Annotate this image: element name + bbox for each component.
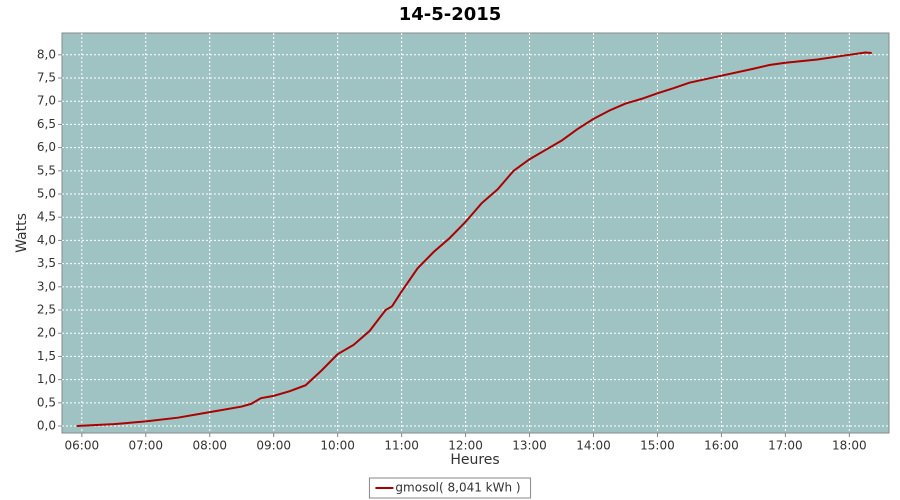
- x-axis-label: Heures: [450, 452, 499, 468]
- y-tick-label: 4,5: [37, 210, 56, 224]
- x-tick-label: 18:00: [832, 439, 867, 453]
- legend: gmosol( 8,041 kWh ): [368, 477, 532, 499]
- y-tick-label: 3,0: [37, 279, 56, 293]
- data-line: [76, 51, 872, 428]
- y-tick-label: 2,0: [37, 326, 56, 340]
- legend-label: gmosol( 8,041 kWh ): [395, 481, 520, 495]
- x-tick-label: 12:00: [448, 439, 483, 453]
- x-tick-label: 08:00: [192, 439, 227, 453]
- y-tick-label: 8,0: [37, 47, 56, 61]
- y-tick-label: 3,5: [37, 256, 56, 270]
- y-tick-label: 1,0: [37, 372, 56, 386]
- x-tick-label: 10:00: [320, 439, 355, 453]
- x-tick-label: 17:00: [768, 439, 803, 453]
- y-axis-label: Watts: [14, 213, 30, 253]
- x-tick-label: 09:00: [256, 439, 291, 453]
- x-tick-label: 15:00: [640, 439, 675, 453]
- x-tick-label: 07:00: [128, 439, 163, 453]
- y-tick-label: 6,5: [37, 117, 56, 131]
- y-tick-label: 1,5: [37, 349, 56, 363]
- y-tick-label: 5,0: [37, 187, 56, 201]
- y-tick-label: 4,0: [37, 233, 56, 247]
- y-tick-label: 5,5: [37, 163, 56, 177]
- x-tick-label: 16:00: [704, 439, 739, 453]
- y-tick-label: 2,5: [37, 303, 56, 317]
- x-tick-label: 11:00: [384, 439, 419, 453]
- x-tick-label: 06:00: [65, 439, 100, 453]
- y-tick-label: 7,5: [37, 71, 56, 85]
- y-tick-label: 6,0: [37, 140, 56, 154]
- legend-box: [368, 477, 532, 499]
- x-tick-label: 14:00: [576, 439, 611, 453]
- y-tick-label: 0,5: [37, 395, 56, 409]
- y-tick-label: 0,0: [37, 419, 56, 433]
- y-tick-label: 7,0: [37, 94, 56, 108]
- chart-title: 14-5-2015: [399, 4, 502, 25]
- plot-area: [61, 32, 890, 434]
- x-tick-label: 13:00: [512, 439, 547, 453]
